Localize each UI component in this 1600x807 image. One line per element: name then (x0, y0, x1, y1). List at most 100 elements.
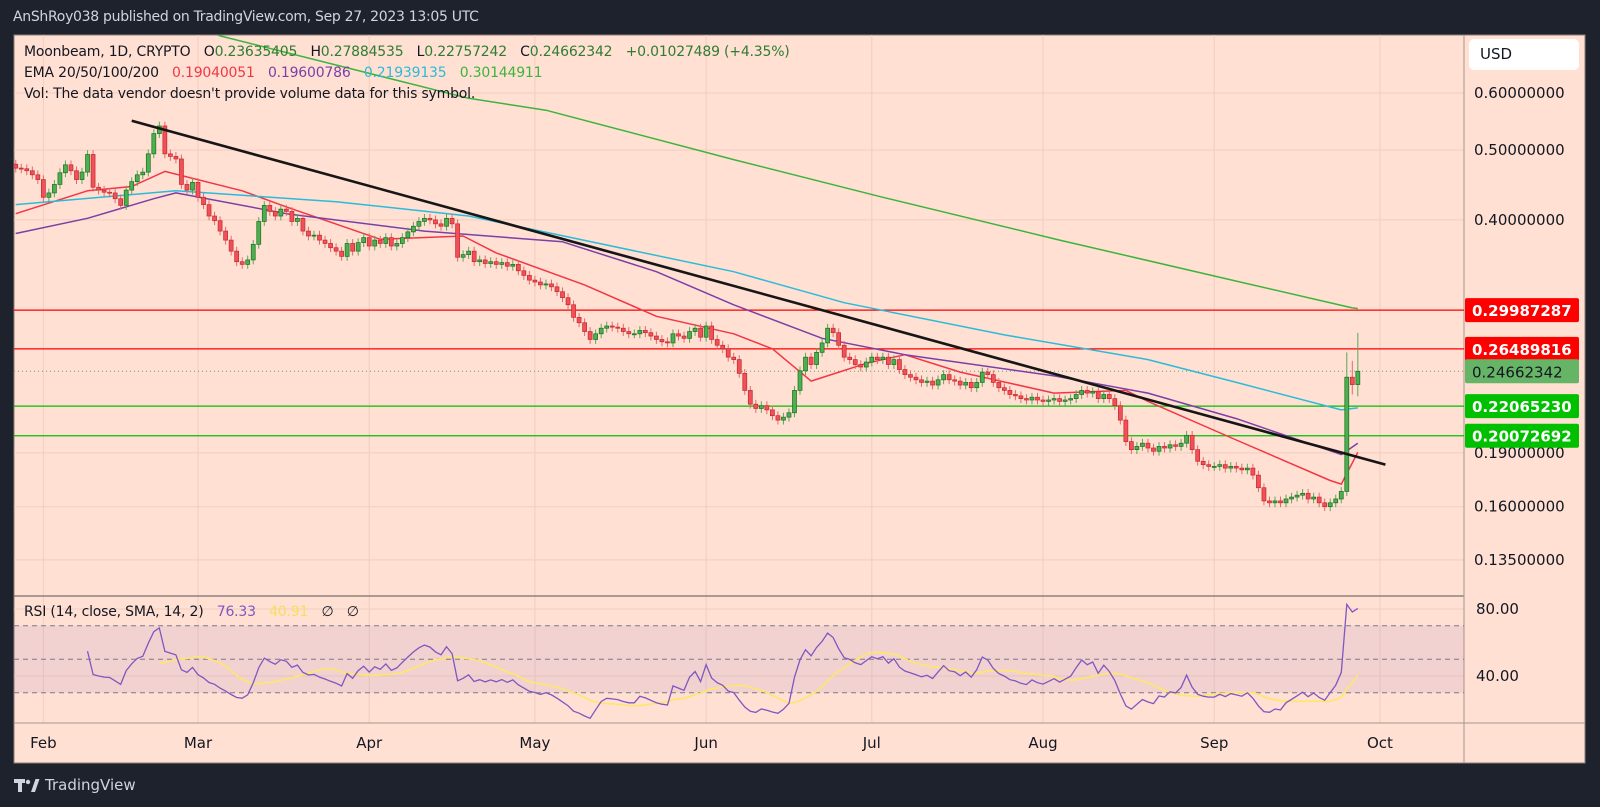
ema200-line[interactable] (193, 23, 1358, 310)
candle[interactable] (515, 260, 521, 276)
candle[interactable] (366, 233, 372, 251)
candle[interactable] (1178, 438, 1184, 451)
candle[interactable] (1267, 496, 1272, 508)
candle[interactable] (1051, 394, 1057, 405)
candle[interactable] (140, 167, 146, 180)
candle[interactable] (1162, 442, 1167, 453)
candle[interactable] (190, 177, 195, 195)
candle[interactable] (979, 367, 985, 387)
candle[interactable] (460, 250, 466, 262)
candle[interactable] (1300, 488, 1305, 500)
candle[interactable] (24, 164, 30, 176)
candle[interactable] (897, 355, 902, 374)
candle[interactable] (1084, 386, 1090, 398)
candle[interactable] (416, 217, 422, 231)
candle[interactable] (764, 401, 770, 415)
candle[interactable] (35, 170, 41, 184)
candle[interactable] (869, 352, 875, 367)
candle[interactable] (576, 312, 582, 328)
candle[interactable] (1024, 394, 1029, 405)
candle[interactable] (554, 282, 560, 297)
candle[interactable] (527, 271, 532, 285)
volume-legend[interactable]: Vol: The data vendor doesn't provide vol… (24, 86, 475, 102)
candle[interactable] (499, 258, 505, 269)
candle[interactable] (1079, 386, 1085, 399)
candle[interactable] (521, 266, 527, 280)
candle[interactable] (747, 386, 753, 409)
candle[interactable] (758, 401, 764, 413)
candle[interactable] (742, 368, 748, 395)
candle[interactable] (1173, 440, 1178, 451)
candle[interactable] (681, 331, 687, 343)
candle[interactable] (1013, 390, 1018, 401)
candle[interactable] (753, 399, 759, 413)
candle[interactable] (90, 150, 96, 192)
candle[interactable] (858, 360, 864, 372)
candle[interactable] (168, 149, 173, 161)
trendline[interactable] (131, 119, 1386, 466)
rsi-line[interactable] (86, 602, 1359, 720)
symbol-legend[interactable]: Moonbeam, 1D, CRYPTO O0.23635405 H0.2788… (24, 44, 790, 60)
candle[interactable] (1250, 463, 1256, 480)
candle[interactable] (847, 352, 853, 365)
candle[interactable] (306, 226, 311, 241)
candle[interactable] (593, 329, 599, 344)
candle[interactable] (361, 233, 367, 248)
candle[interactable] (179, 154, 184, 189)
rsi-pane[interactable] (14, 602, 1464, 720)
candle[interactable] (422, 213, 427, 226)
candle[interactable] (405, 227, 411, 243)
candle[interactable] (775, 411, 781, 425)
candle[interactable] (433, 215, 438, 229)
candle[interactable] (482, 255, 488, 268)
candle[interactable] (245, 255, 251, 269)
candle[interactable] (1073, 390, 1079, 404)
candle[interactable] (1068, 394, 1073, 405)
candle[interactable] (913, 372, 919, 385)
candle[interactable] (1278, 496, 1283, 508)
candle[interactable] (46, 188, 52, 202)
candle[interactable] (637, 326, 643, 339)
candle[interactable] (394, 239, 400, 251)
candle[interactable] (1106, 390, 1112, 404)
candle[interactable] (1035, 392, 1040, 405)
candle[interactable] (565, 293, 571, 310)
candle[interactable] (201, 192, 206, 210)
candle[interactable] (18, 163, 24, 174)
candle[interactable] (1018, 391, 1024, 404)
candle[interactable] (1322, 498, 1328, 512)
candle[interactable] (101, 185, 107, 197)
candle[interactable] (173, 152, 179, 164)
candle[interactable] (107, 187, 112, 198)
candle[interactable] (1145, 438, 1151, 453)
candle[interactable] (267, 201, 273, 216)
candle[interactable] (449, 213, 455, 229)
candle[interactable] (852, 355, 858, 369)
rsi-legend[interactable]: RSI (14, close, SMA, 14, 2) 76.33 40.91 … (24, 604, 359, 620)
candle[interactable] (538, 277, 543, 290)
candle[interactable] (692, 323, 698, 336)
candle[interactable] (819, 338, 825, 357)
candle[interactable] (1062, 395, 1068, 406)
candle[interactable] (488, 257, 494, 268)
candle[interactable] (256, 217, 262, 249)
candle[interactable] (874, 352, 880, 365)
candle[interactable] (311, 230, 317, 241)
candle[interactable] (129, 177, 135, 195)
candle[interactable] (990, 370, 996, 387)
candle[interactable] (1007, 386, 1013, 399)
candle[interactable] (1211, 462, 1217, 471)
candle[interactable] (1305, 488, 1311, 504)
candle[interactable] (615, 322, 621, 333)
rsi-label[interactable]: RSI (14, close, SMA, 14, 2) (24, 604, 204, 620)
ema20-line[interactable] (15, 170, 1359, 485)
candle[interactable] (212, 211, 217, 226)
axes[interactable]: Feb Mar Apr May Jun Jul Aug Sep Oct 0.60000000 0.5… (30, 84, 1579, 752)
candle[interactable] (217, 216, 223, 236)
candle[interactable] (996, 378, 1002, 393)
candle[interactable] (52, 180, 57, 198)
candle[interactable] (720, 340, 726, 354)
candle[interactable] (604, 321, 610, 333)
candle[interactable] (74, 166, 79, 184)
